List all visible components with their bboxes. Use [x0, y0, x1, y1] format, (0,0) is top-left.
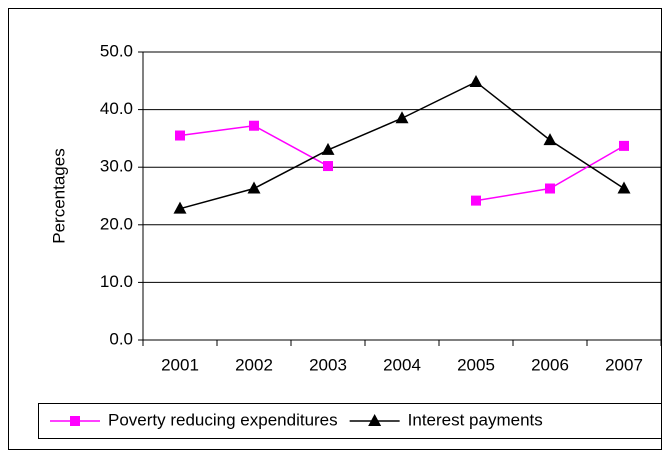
marker [619, 140, 629, 151]
x-tick-label: 2007 [605, 355, 643, 374]
legend-label: Interest payments [408, 410, 543, 429]
y-tick-label: 0.0 [109, 329, 133, 348]
marker [617, 181, 631, 194]
chart-frame [8, 8, 662, 450]
y-tick-label: 10.0 [100, 272, 133, 291]
y-tick-label: 40.0 [100, 99, 133, 118]
y-axis-label: Percentages [49, 148, 68, 243]
marker [247, 181, 261, 194]
x-tick-label: 2006 [531, 355, 569, 374]
marker [321, 142, 335, 155]
marker [545, 183, 555, 194]
x-tick-label: 2001 [161, 355, 199, 374]
marker [70, 416, 80, 426]
marker [175, 130, 185, 141]
marker [323, 161, 333, 172]
marker [543, 133, 557, 146]
legend-label: Poverty reducing expenditures [108, 410, 338, 429]
marker [395, 111, 409, 124]
x-tick-label: 2002 [235, 355, 273, 374]
x-tick-label: 2005 [457, 355, 495, 374]
marker [471, 195, 481, 206]
marker [368, 414, 382, 426]
y-tick-label: 50.0 [100, 41, 133, 60]
x-tick-label: 2003 [309, 355, 347, 374]
y-tick-label: 30.0 [100, 157, 133, 176]
x-tick-label: 2004 [383, 355, 421, 374]
marker [173, 201, 187, 214]
marker [249, 120, 259, 131]
y-tick-label: 20.0 [100, 214, 133, 233]
marker [469, 74, 483, 87]
